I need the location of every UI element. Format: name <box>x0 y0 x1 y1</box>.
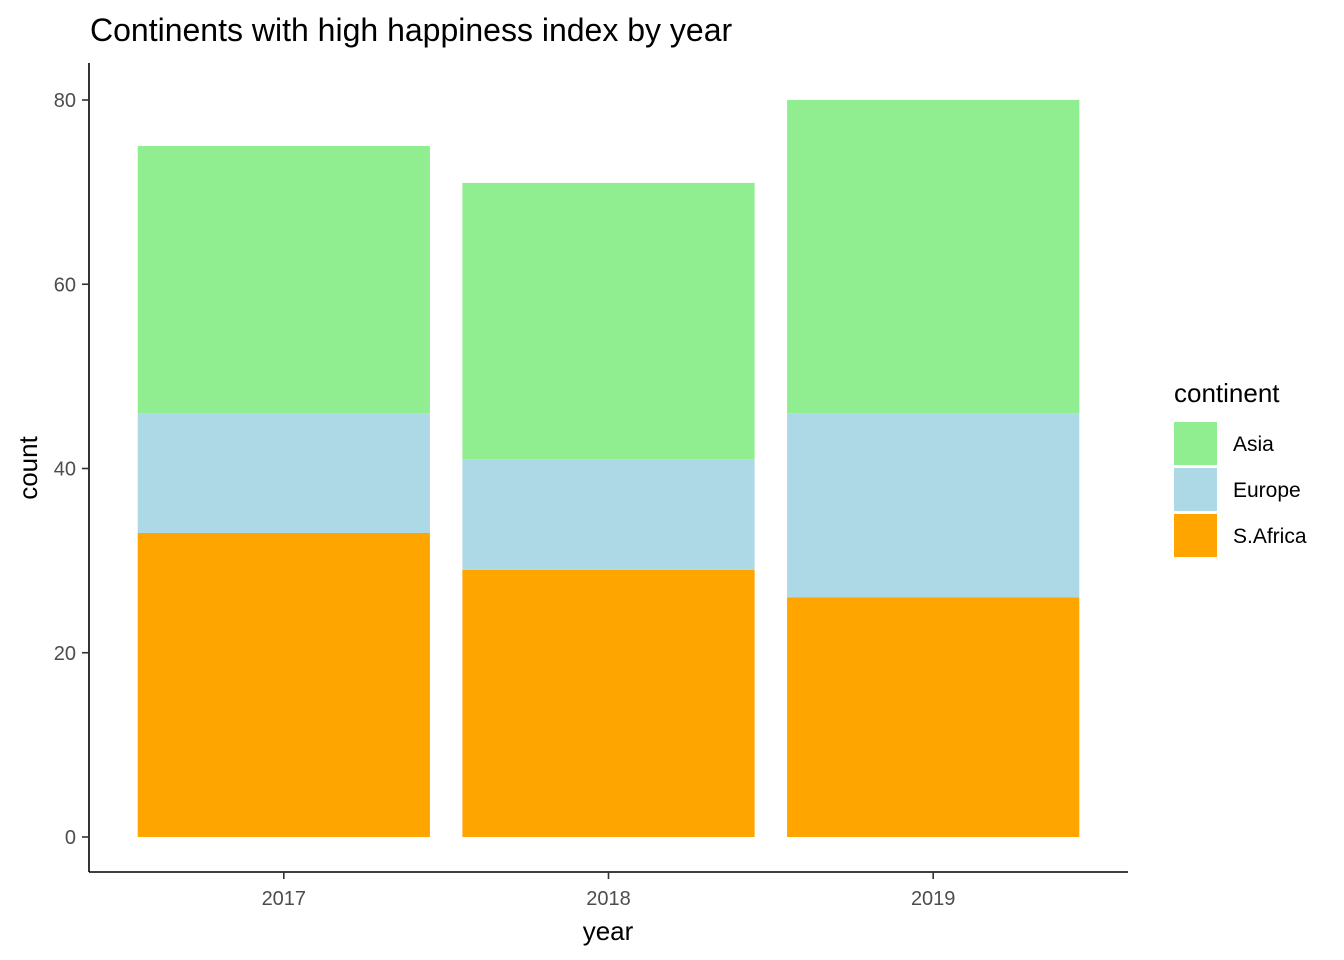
legend-label-s-africa: S.Africa <box>1233 525 1307 548</box>
bar-2019-s-africa <box>787 597 1080 837</box>
legend-label-asia: Asia <box>1233 433 1274 456</box>
legend-key-europe <box>1174 468 1217 511</box>
y-tick-label-40: 40 <box>54 459 76 481</box>
bar-2018-europe <box>462 459 755 570</box>
bar-2017-europe <box>137 413 430 533</box>
legend-key-s-africa <box>1174 514 1217 557</box>
x-ticks: 2017 2018 2019 <box>262 872 956 910</box>
y-tick-label-20: 20 <box>54 643 76 665</box>
legend-label-europe: Europe <box>1233 479 1301 502</box>
x-axis-title: year <box>583 916 634 946</box>
x-tick-label-2018: 2018 <box>586 888 631 910</box>
x-tick-label-2019: 2019 <box>911 888 956 910</box>
legend-items: Asia Europe S.Africa <box>1174 422 1307 557</box>
y-tick-label-80: 80 <box>54 90 76 112</box>
chart-title: Continents with high happiness index by … <box>90 12 733 48</box>
y-axis-title: count <box>13 435 43 499</box>
y-ticks: 0 20 40 60 80 <box>54 90 89 849</box>
bar-2018-asia <box>462 182 755 460</box>
legend: continent Asia Europe S.Africa <box>1174 378 1307 557</box>
bar-2017-asia <box>137 146 430 414</box>
y-tick-label-60: 60 <box>54 274 76 296</box>
bars <box>137 100 1080 837</box>
legend-key-asia <box>1174 422 1217 465</box>
bar-2019-europe <box>787 413 1080 598</box>
bar-2018-s-africa <box>462 569 755 837</box>
bar-2019-asia <box>787 100 1080 414</box>
y-tick-label-0: 0 <box>65 827 76 849</box>
x-tick-label-2017: 2017 <box>262 888 307 910</box>
bar-2017-s-africa <box>137 532 430 837</box>
legend-title: continent <box>1174 378 1280 408</box>
